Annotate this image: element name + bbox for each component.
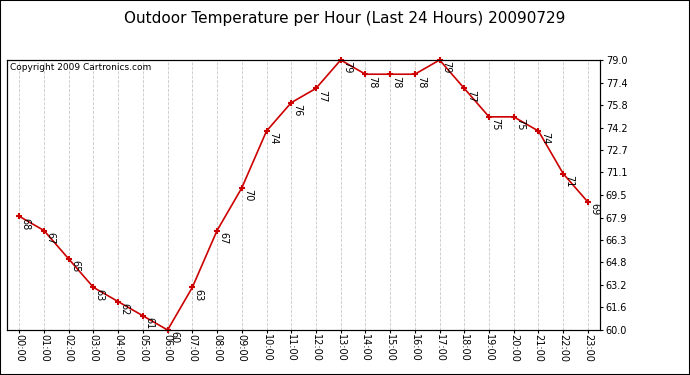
Text: 70: 70	[243, 189, 253, 202]
Text: Copyright 2009 Cartronics.com: Copyright 2009 Cartronics.com	[10, 63, 151, 72]
Text: Outdoor Temperature per Hour (Last 24 Hours) 20090729: Outdoor Temperature per Hour (Last 24 Ho…	[124, 11, 566, 26]
Text: 68: 68	[21, 218, 30, 230]
Text: 75: 75	[515, 118, 525, 131]
Text: 63: 63	[95, 289, 105, 301]
Text: 75: 75	[491, 118, 500, 131]
Text: 69: 69	[589, 204, 600, 216]
Text: 63: 63	[194, 289, 204, 301]
Text: 65: 65	[70, 260, 80, 273]
Text: 78: 78	[391, 76, 402, 88]
Text: 71: 71	[564, 175, 575, 188]
Text: 67: 67	[219, 232, 228, 244]
Text: 78: 78	[367, 76, 377, 88]
Text: 77: 77	[466, 90, 475, 102]
Text: 79: 79	[342, 62, 352, 74]
Text: 61: 61	[144, 317, 155, 329]
Text: 76: 76	[293, 104, 303, 116]
Text: 60: 60	[169, 332, 179, 344]
Text: 67: 67	[46, 232, 55, 244]
Text: 77: 77	[317, 90, 327, 102]
Text: 62: 62	[119, 303, 130, 315]
Text: 74: 74	[540, 132, 550, 145]
Text: 78: 78	[416, 76, 426, 88]
Text: 74: 74	[268, 132, 278, 145]
Text: 79: 79	[441, 62, 451, 74]
